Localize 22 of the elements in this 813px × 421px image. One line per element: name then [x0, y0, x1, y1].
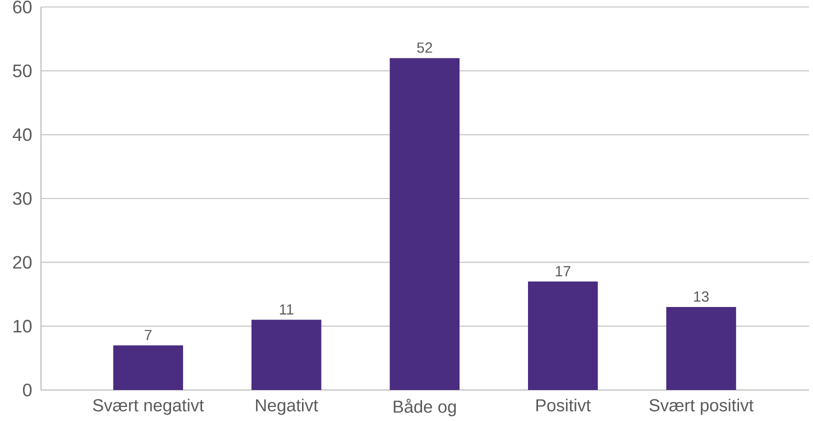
bar	[113, 345, 184, 390]
data-label: 11	[280, 304, 294, 315]
y-tick-label: 0	[22, 384, 32, 396]
y-tick-label: 40	[12, 128, 32, 142]
x-tick-label: Positivt	[536, 398, 591, 412]
y-tick-label: 30	[12, 192, 32, 205]
y-tick-label: 10	[14, 320, 32, 333]
data-label: 52	[417, 42, 432, 53]
y-tick-label: 50	[12, 64, 32, 78]
data-label: 13	[694, 291, 709, 302]
data-label: 17	[556, 266, 570, 276]
x-tick-label: Negativt	[256, 398, 318, 415]
x-tick-label: Både og	[394, 398, 456, 416]
bar	[666, 307, 736, 390]
y-tick-label: 60	[13, 0, 32, 14]
bar	[251, 320, 322, 390]
x-tick-label: Svært negativt	[93, 398, 204, 415]
data-label: 7	[144, 330, 152, 340]
bar	[390, 58, 460, 390]
y-tick-label: 20	[13, 256, 32, 269]
x-tick-label: Svært positivt	[649, 398, 754, 415]
bar	[528, 281, 598, 390]
